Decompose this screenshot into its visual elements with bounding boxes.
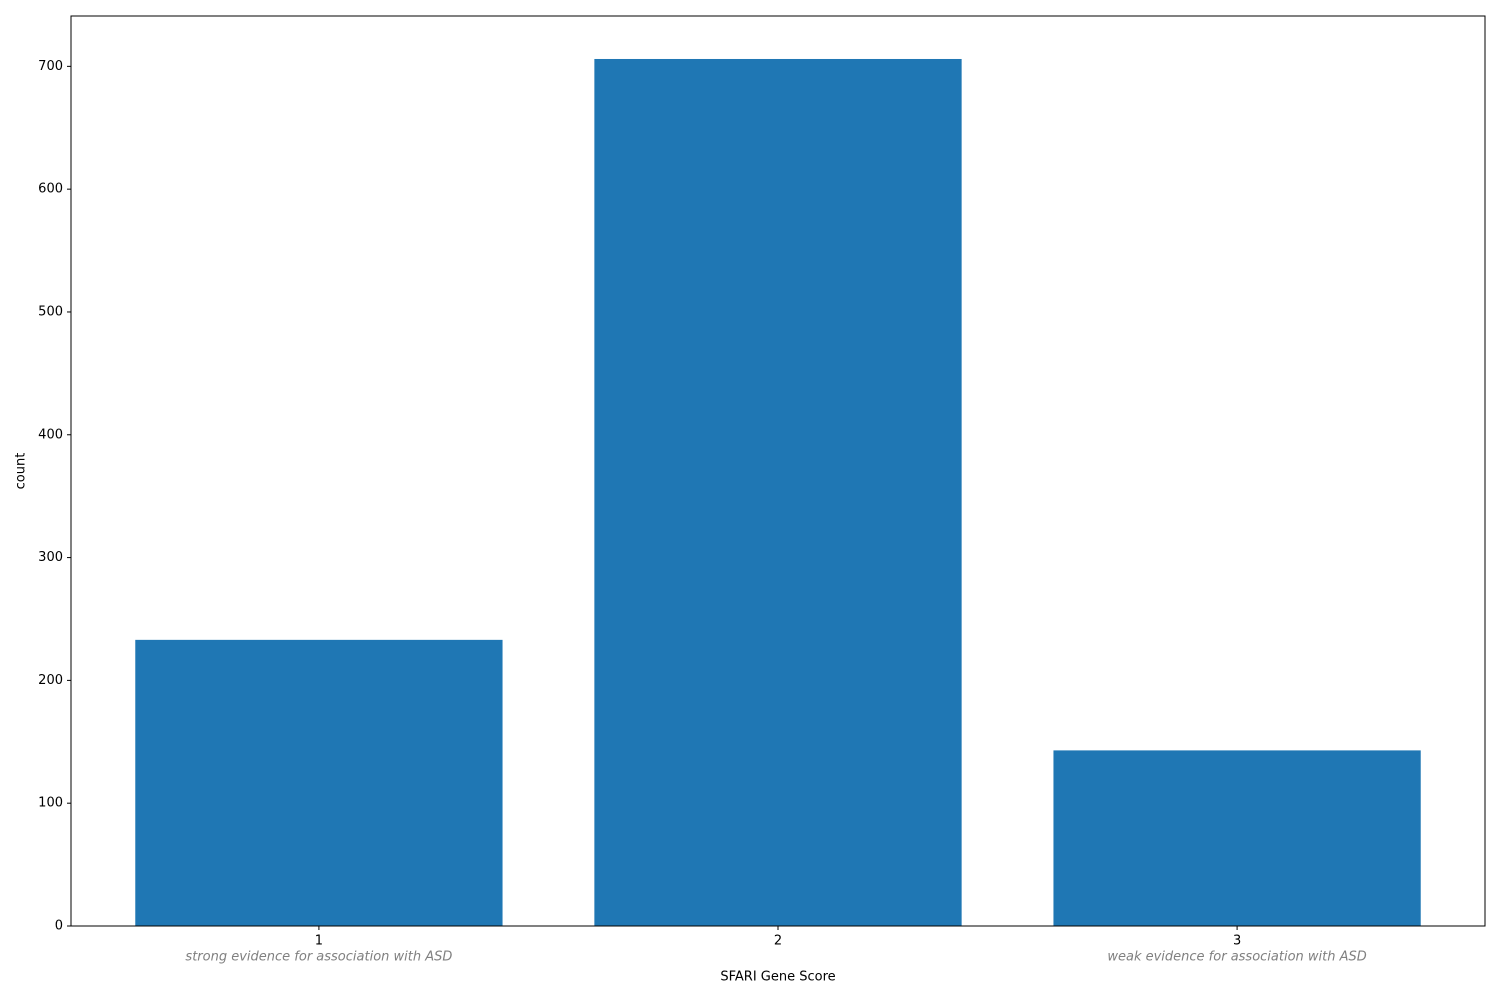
y-tick-label: 400 [38, 427, 63, 442]
bar [1053, 750, 1421, 926]
y-tick-label: 0 [55, 919, 63, 934]
y-tick-label: 700 [38, 59, 63, 74]
x-tick-label: 2 [774, 934, 782, 949]
y-tick-label: 100 [38, 796, 63, 811]
y-tick-label: 200 [38, 673, 63, 688]
x-tick-label: 1 [315, 934, 323, 949]
x-axis-label: SFARI Gene Score [720, 970, 835, 985]
y-tick-label: 300 [38, 550, 63, 565]
x-tick-label: 3 [1233, 934, 1241, 949]
y-axis-label: count [14, 453, 29, 490]
annotation: weak evidence for association with ASD [1107, 950, 1366, 965]
bar [135, 639, 503, 926]
annotation: strong evidence for association with ASD [185, 950, 452, 965]
y-tick-label: 600 [38, 182, 63, 197]
y-tick-label: 500 [38, 304, 63, 319]
bar [594, 58, 962, 926]
